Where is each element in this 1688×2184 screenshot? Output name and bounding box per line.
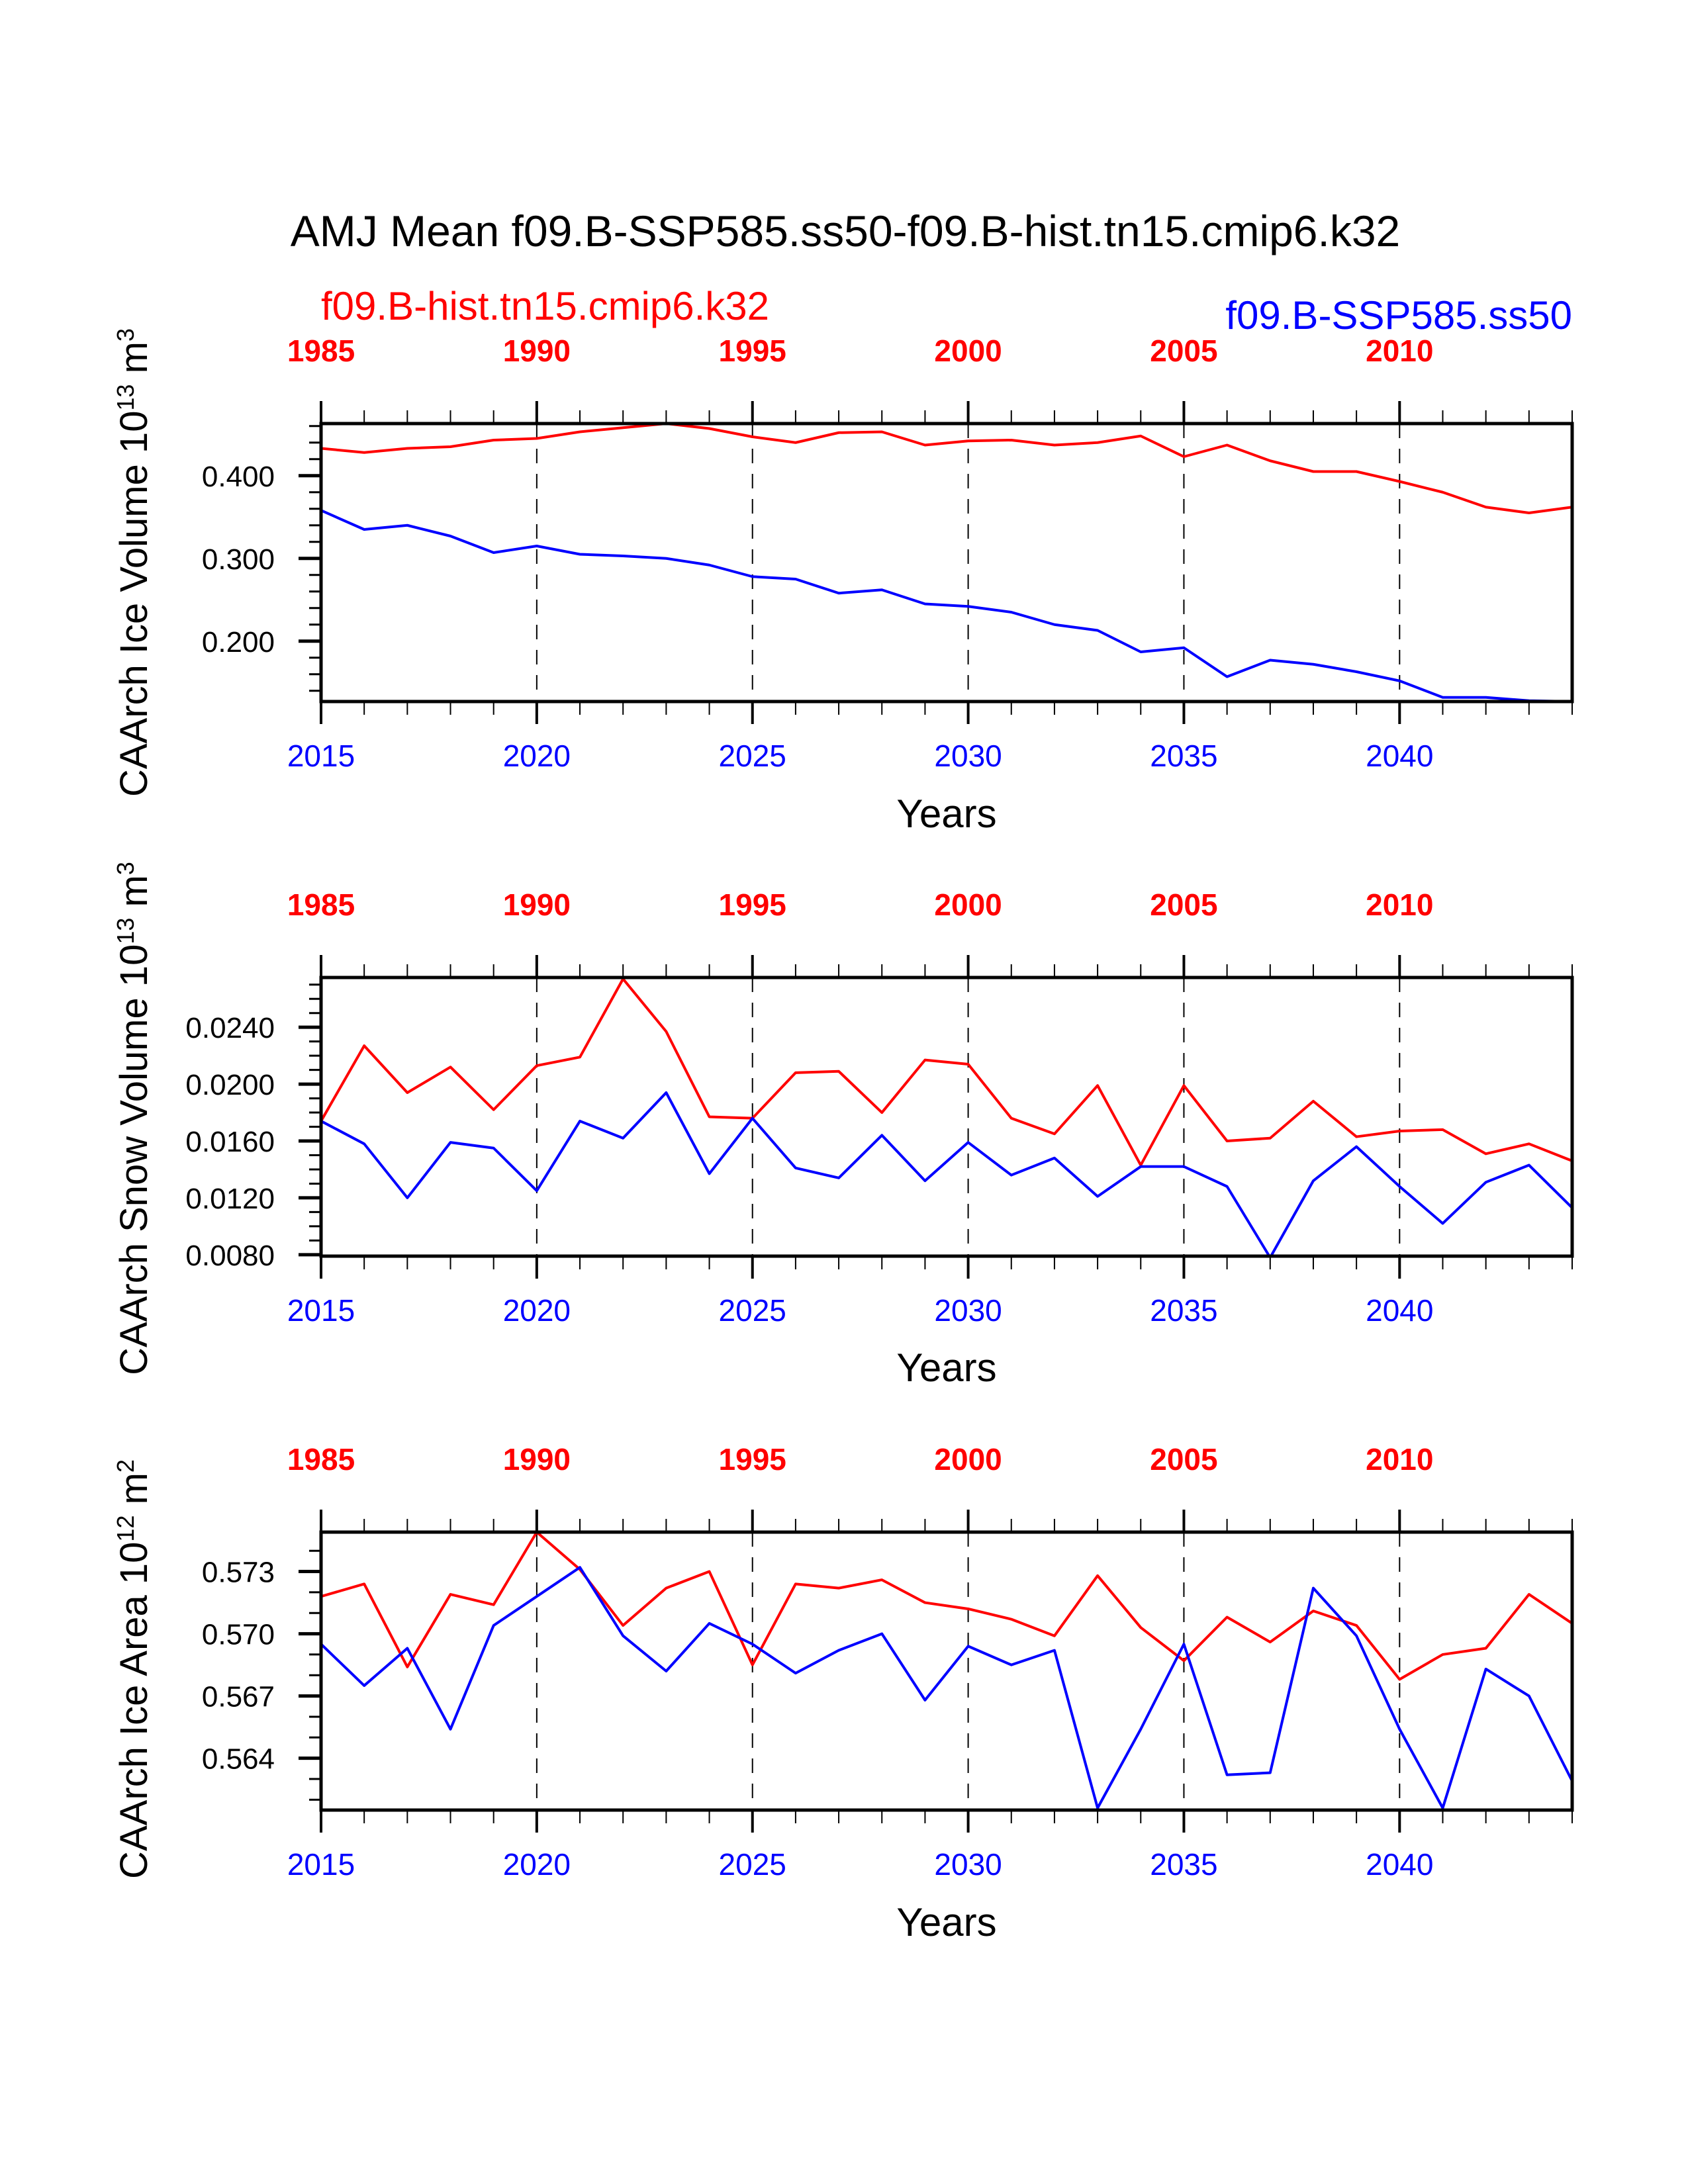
- plot-frame: [319, 1530, 1574, 1812]
- x-tick-label-bottom: 2025: [719, 1293, 786, 1328]
- x-tick-label-bottom: 2025: [719, 1847, 786, 1882]
- series-line-ssp585: [321, 1566, 1572, 1809]
- y-axis-label-part: m: [113, 1473, 156, 1515]
- x-tick-label-top: 1995: [719, 334, 786, 368]
- x-tick-label-bottom: 2040: [1366, 739, 1433, 773]
- x-tick-label-bottom: 2015: [287, 1293, 355, 1328]
- x-tick-label-bottom: 2020: [503, 1847, 571, 1882]
- y-axis-label-part: m: [113, 341, 156, 384]
- x-tick-label-top: 2010: [1366, 334, 1433, 368]
- legend-ssp-label: f09.B-SSP585.ss50: [1225, 293, 1572, 338]
- x-tick-label-bottom: 2030: [934, 1293, 1002, 1328]
- x-tick-label-top: 2010: [1366, 887, 1433, 922]
- y-axis-label-part: CAArch Snow Volume 10: [113, 944, 156, 1375]
- plot-frame: [319, 422, 1574, 704]
- series-line-ssp585: [321, 1091, 1572, 1256]
- y-tick-label: 0.573: [202, 1557, 275, 1589]
- y-axis-label-exponent: 12: [112, 1516, 139, 1542]
- x-axis-label: Years: [896, 1900, 996, 1944]
- x-tick-label-bottom: 2030: [934, 739, 1002, 773]
- x-tick-label-bottom: 2040: [1366, 1293, 1433, 1328]
- y-tick-label: 0.200: [202, 626, 275, 659]
- x-tick-label-top: 1990: [503, 1442, 571, 1477]
- y-tick-label: 0.0120: [185, 1183, 275, 1215]
- y-tick-label: 0.0200: [185, 1069, 275, 1101]
- y-axis-label: CAArch Ice Area 1012 m2: [112, 1459, 156, 1879]
- legend-hist-label: f09.B-hist.tn15.cmip6.k32: [321, 284, 769, 328]
- y-axis-label-exponent: 3: [112, 328, 139, 341]
- x-tick-label-top: 2005: [1150, 334, 1217, 368]
- y-tick-label: 0.0160: [185, 1126, 275, 1158]
- x-tick-label-bottom: 2025: [719, 739, 786, 773]
- y-axis-label-part: CAArch Ice Area 10: [113, 1542, 156, 1879]
- x-tick-label-top: 1985: [287, 334, 355, 368]
- y-axis-label-exponent: 13: [112, 918, 139, 944]
- x-tick-label-bottom: 2015: [287, 739, 355, 773]
- x-tick-label-top: 2005: [1150, 1442, 1217, 1477]
- x-tick-label-top: 2000: [934, 334, 1002, 368]
- y-tick-label: 0.400: [202, 461, 275, 493]
- x-tick-label-bottom: 2030: [934, 1847, 1002, 1882]
- y-tick-label: 0.564: [202, 1743, 275, 1776]
- series-line-hist: [321, 978, 1572, 1167]
- x-tick-label-top: 2000: [934, 887, 1002, 922]
- x-tick-label-top: 1990: [503, 334, 571, 368]
- y-tick-label: 0.0240: [185, 1012, 275, 1044]
- y-axis-label: CAArch Ice Volume 1013 m3: [112, 328, 156, 797]
- x-tick-label-bottom: 2020: [503, 1293, 571, 1328]
- panel-1: 0.200 0.300 0.400 2015 2020 2025 2030 2035 2040 1…: [112, 328, 1574, 836]
- y-axis-label-part: m: [113, 875, 156, 917]
- plot-frame: [319, 976, 1574, 1258]
- y-axis-label: CAArch Snow Volume 1013 m3: [112, 862, 156, 1375]
- chart-title: AMJ Mean f09.B-SSP585.ss50-f09.B-hist.tn…: [291, 206, 1401, 255]
- y-axis-label-part: CAArch Ice Volume 10: [113, 411, 156, 797]
- x-axis-label: Years: [896, 792, 996, 836]
- x-tick-label-top: 1985: [287, 887, 355, 922]
- y-tick-label: 0.570: [202, 1619, 275, 1651]
- series-line-hist: [321, 1532, 1572, 1681]
- x-tick-label-bottom: 2015: [287, 1847, 355, 1882]
- y-axis-label-exponent: 2: [112, 1459, 139, 1473]
- x-tick-label-bottom: 2020: [503, 739, 571, 773]
- y-tick-label: 0.0080: [185, 1240, 275, 1272]
- x-tick-label-bottom: 2035: [1150, 739, 1217, 773]
- x-tick-label-top: 1995: [719, 887, 786, 922]
- x-tick-label-top: 1990: [503, 887, 571, 922]
- x-tick-label-top: 2000: [934, 1442, 1002, 1477]
- x-tick-label-bottom: 2040: [1366, 1847, 1433, 1882]
- panel-3: 0.564 0.567 0.570 0.573 2015 2020 2025 2030 2035…: [112, 1442, 1574, 1944]
- y-tick-label: 0.300: [202, 543, 275, 576]
- x-tick-label-bottom: 2035: [1150, 1847, 1217, 1882]
- x-tick-label-top: 1985: [287, 1442, 355, 1477]
- y-axis-label-exponent: 3: [112, 862, 139, 875]
- x-axis-label: Years: [896, 1345, 996, 1390]
- y-tick-label: 0.567: [202, 1681, 275, 1713]
- series-line-hist: [321, 424, 1572, 514]
- x-tick-label-top: 2010: [1366, 1442, 1433, 1477]
- x-tick-label-bottom: 2035: [1150, 1293, 1217, 1328]
- y-axis-label-exponent: 13: [112, 384, 139, 410]
- series-line-ssp585: [321, 509, 1572, 702]
- x-tick-label-top: 1995: [719, 1442, 786, 1477]
- x-tick-label-top: 2005: [1150, 887, 1217, 922]
- panel-2: 0.0080 0.0120 0.0160 0.0200 0.0240 2015 2020 20…: [112, 862, 1574, 1390]
